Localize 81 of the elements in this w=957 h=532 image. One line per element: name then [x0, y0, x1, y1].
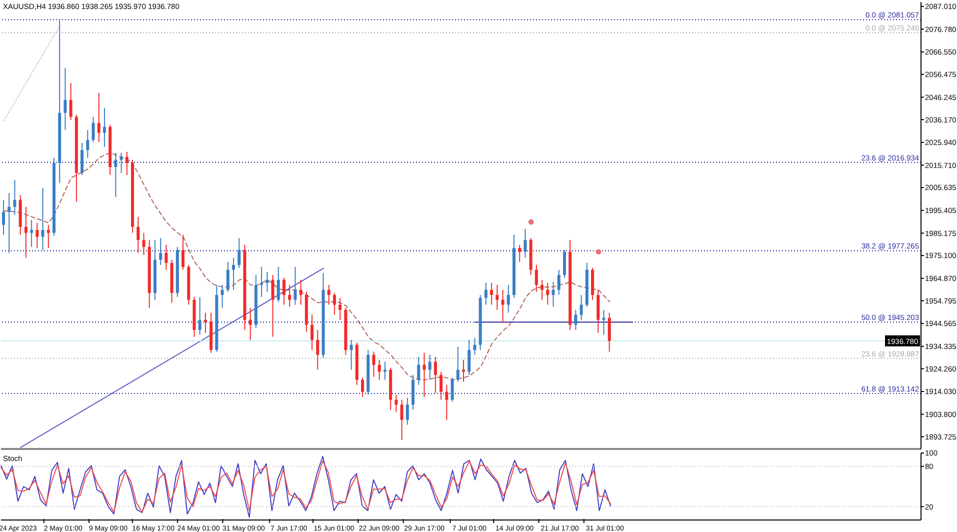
candlestick: [468, 339, 471, 376]
candlestick: [30, 219, 34, 248]
candlestick: [36, 222, 39, 248]
candlestick: [332, 292, 336, 316]
candlestick: [350, 339, 353, 370]
candlestick: [248, 307, 252, 340]
candlestick: [288, 284, 292, 308]
candlestick: [80, 142, 84, 176]
candlestick: [41, 187, 44, 250]
candlestick: [417, 356, 420, 386]
candlestick: [102, 107, 106, 148]
candlestick: [484, 282, 488, 306]
candlestick: [92, 116, 95, 143]
candlestick: [383, 361, 386, 380]
candlestick: [97, 92, 100, 143]
candlestick: [546, 282, 550, 306]
candlestick: [428, 354, 432, 380]
candlestick: [310, 314, 314, 350]
candlestick: [86, 130, 90, 158]
candlestick: [24, 206, 28, 258]
candlestick: [142, 232, 146, 256]
candlestick: [422, 352, 426, 398]
candlestick: [260, 266, 264, 298]
candlestick: [372, 351, 376, 378]
candlestick: [540, 279, 544, 300]
candlestick: [198, 296, 202, 336]
candlestick: [266, 271, 269, 292]
candlestick: [282, 277, 286, 306]
candlestick: [450, 377, 454, 402]
candlestick: [506, 284, 510, 314]
candlestick: [136, 216, 140, 254]
candlestick: [238, 237, 241, 268]
candlestick: [462, 359, 465, 382]
candlestick: [400, 399, 404, 440]
candlestick: [434, 356, 437, 394]
candlestick: [557, 269, 560, 296]
candlestick: [524, 228, 527, 258]
candlestick: [440, 371, 443, 400]
candlestick: [294, 266, 297, 306]
candlestick: [580, 294, 583, 320]
candlestick: [316, 329, 320, 370]
candlestick: [164, 244, 168, 270]
candlestick: [552, 281, 555, 308]
candlestick: [182, 234, 185, 270]
candlestick: [361, 377, 364, 398]
candlestick: [204, 312, 207, 334]
candlestick: [562, 249, 566, 278]
candlestick: [271, 274, 274, 338]
candlestick: [445, 384, 448, 420]
candlestick: [226, 261, 230, 292]
candlestick: [496, 284, 499, 310]
candlestick: [299, 279, 302, 306]
candlestick: [220, 284, 224, 308]
candlestick: [602, 309, 606, 336]
candlestick: [456, 346, 460, 382]
candlestick: [608, 312, 611, 352]
candlestick: [46, 224, 50, 248]
candlestick: [394, 394, 398, 412]
candlestick: [120, 152, 123, 174]
line-series: [0, 460, 612, 512]
candlestick: [69, 82, 72, 120]
candlestick: [2, 199, 5, 236]
candlestick: [232, 257, 235, 290]
candlestick: [490, 282, 494, 306]
candlestick: [125, 151, 128, 176]
candlestick: [518, 244, 522, 262]
candlestick: [338, 297, 342, 320]
candlestick: [574, 309, 578, 330]
candlestick: [13, 179, 16, 216]
candlestick: [534, 264, 538, 292]
candlestick: [501, 289, 504, 324]
line-series: [0, 456, 612, 518]
candlestick: [473, 337, 476, 356]
candlestick: [64, 67, 67, 130]
candlestick: [378, 359, 381, 380]
candlestick: [8, 192, 11, 254]
candlestick: [276, 266, 280, 302]
candlestick: [406, 397, 409, 426]
candlestick: [327, 284, 330, 306]
candlestick: [114, 152, 118, 198]
candlestick: [159, 237, 162, 266]
